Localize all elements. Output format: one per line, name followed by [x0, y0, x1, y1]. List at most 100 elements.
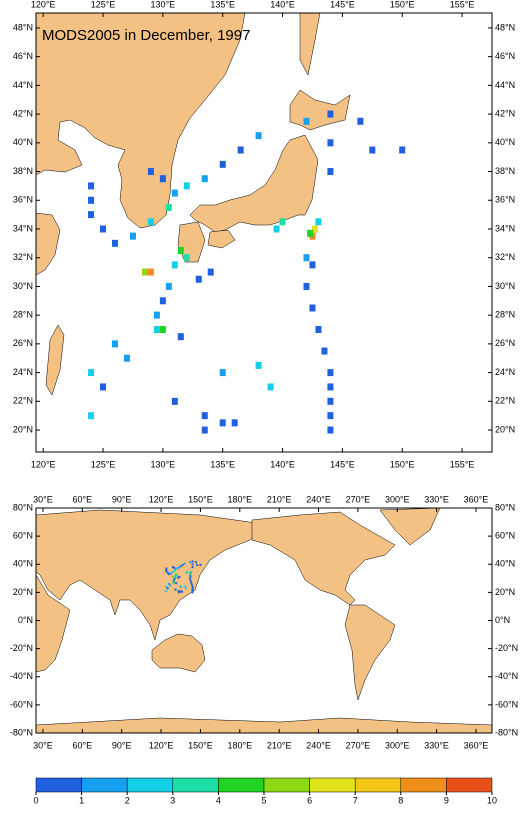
data-cell [307, 229, 314, 237]
data-cell [183, 562, 186, 565]
data-cell [183, 254, 190, 262]
y-tick-label: 22°N [13, 396, 33, 406]
y-tick-label: -60°N [10, 699, 33, 709]
data-cell [181, 590, 184, 593]
data-cell [399, 146, 406, 154]
y-tick-label: 20°N [495, 424, 515, 434]
data-cell [191, 563, 194, 566]
data-cell [303, 117, 310, 125]
y-tick-label: 44°N [13, 80, 33, 90]
data-cell [327, 168, 334, 176]
y-tick-label: 46°N [495, 51, 515, 61]
data-cell [179, 565, 182, 568]
colorbar-segment [263, 777, 310, 793]
y-tick-label: 30°N [13, 281, 33, 291]
x-tick-label: 300°E [385, 494, 410, 504]
data-cell [171, 575, 174, 578]
y-tick-label: 80°N [495, 502, 515, 512]
data-cell [100, 383, 107, 391]
data-cell [327, 397, 334, 405]
x-tick-label: 155°E [450, 459, 475, 469]
data-cell [141, 268, 148, 276]
data-cell [201, 175, 208, 183]
data-cell [177, 589, 180, 592]
x-tick-label: 240°E [306, 740, 331, 750]
y-tick-label: -80°N [10, 727, 33, 737]
data-cell [165, 570, 168, 573]
data-cell [171, 189, 178, 197]
y-tick-label: -40°N [495, 671, 518, 681]
data-cell [219, 160, 226, 168]
colorbar-segment [35, 777, 82, 793]
data-cell [165, 568, 168, 571]
map-title: MODS2005 in December, 1997 [42, 27, 250, 44]
land [35, 509, 271, 641]
data-cell [173, 566, 176, 569]
y-tick-label: 26°N [495, 338, 515, 348]
data-cell [178, 575, 181, 578]
y-tick-label: 28°N [495, 310, 515, 320]
data-cell [147, 218, 154, 226]
x-tick-label: 135°E [210, 459, 235, 469]
data-cell [191, 591, 194, 594]
y-tick-label: 40°N [13, 137, 33, 147]
y-tick-label: 34°N [13, 223, 33, 233]
data-cell [191, 587, 194, 590]
x-tick-label: 125°E [91, 459, 116, 469]
data-cell [191, 566, 194, 569]
data-cell [255, 361, 262, 369]
x-tick-label: 150°E [188, 494, 213, 504]
colorbar-segment [309, 777, 356, 793]
data-cell [327, 426, 334, 434]
data-cell [183, 585, 186, 588]
y-tick-label: 24°N [13, 367, 33, 377]
data-cell [173, 581, 176, 584]
y-tick-label: 36°N [13, 195, 33, 205]
data-cell [88, 196, 95, 204]
y-tick-label: 22°N [495, 396, 515, 406]
data-cell [315, 218, 322, 226]
colorbar-label: 3 [170, 795, 175, 805]
data-cell [191, 588, 194, 591]
land [207, 229, 236, 249]
data-cell [179, 585, 182, 588]
y-tick-label: 28°N [13, 310, 33, 320]
data-cell [174, 575, 177, 578]
data-cell [190, 570, 193, 573]
x-tick-label: 150°E [390, 0, 415, 9]
x-tick-label: 145°E [330, 0, 355, 9]
data-cell [196, 563, 199, 566]
land [35, 12, 246, 229]
x-tick-label: 120°E [31, 459, 56, 469]
data-cell [88, 412, 95, 420]
data-cell [201, 412, 208, 420]
map-frame [35, 12, 493, 453]
data-cell [237, 146, 244, 154]
y-tick-label: -20°N [495, 643, 518, 653]
x-tick-label: 130°E [151, 459, 176, 469]
data-cell [174, 568, 177, 571]
data-cell [191, 589, 194, 592]
data-cell [88, 369, 95, 377]
x-tick-label: 140°E [270, 459, 295, 469]
data-cell [166, 571, 169, 574]
data-cell [190, 583, 193, 586]
y-tick-label: 80°N [13, 502, 33, 512]
y-tick-label: 20°N [495, 587, 515, 597]
data-cell [327, 369, 334, 377]
data-cell [369, 146, 376, 154]
data-cell [279, 218, 286, 226]
data-cell [173, 577, 176, 580]
data-cell [171, 570, 174, 573]
data-cell [219, 369, 226, 377]
x-tick-label: 140°E [270, 0, 295, 9]
data-cell [173, 569, 176, 572]
data-cell [123, 354, 130, 362]
y-tick-label: 24°N [495, 367, 515, 377]
data-cell [303, 282, 310, 290]
x-tick-label: 270°E [346, 494, 371, 504]
colorbar-segment [218, 777, 265, 793]
y-tick-label: 60°N [13, 531, 33, 541]
x-tick-label: 270°E [346, 740, 371, 750]
data-cell [194, 561, 197, 564]
